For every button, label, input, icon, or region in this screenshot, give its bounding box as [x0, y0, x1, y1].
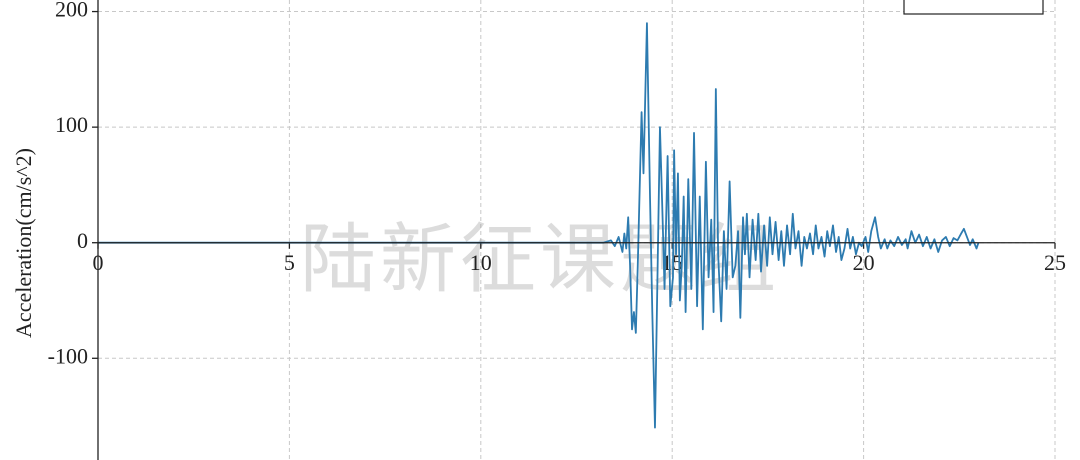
x-tick-label: 15 [661, 250, 683, 275]
x-tick-label: 5 [284, 250, 295, 275]
legend-box [903, 0, 1044, 15]
x-tick-label: 20 [853, 250, 875, 275]
x-tick-label: 10 [470, 250, 492, 275]
y-axis-label: Acceleration(cm/s^2) [11, 148, 36, 338]
x-tick-label: 25 [1044, 250, 1066, 275]
y-tick-label: 200 [55, 0, 88, 22]
y-tick-label: -100 [48, 343, 88, 368]
y-tick-label: 100 [55, 112, 88, 137]
y-tick-label: 0 [77, 228, 88, 253]
